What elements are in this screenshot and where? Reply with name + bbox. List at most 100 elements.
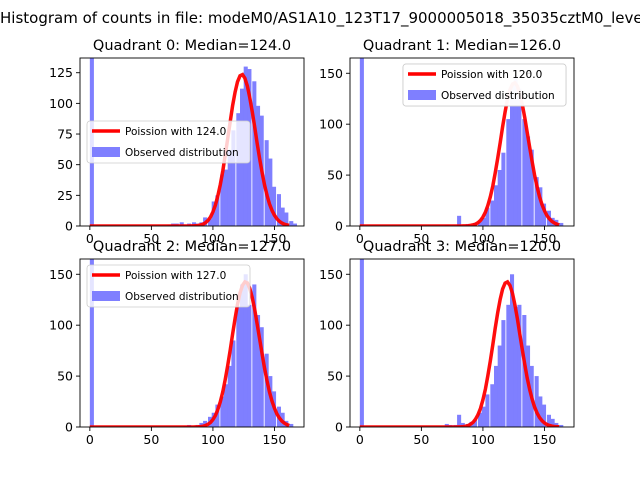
quadrant-3-xtick-label: 100 bbox=[471, 432, 495, 447]
quadrant-3-bar bbox=[473, 419, 478, 427]
quadrant-0-bar bbox=[236, 113, 241, 226]
quadrant-3-ytick-label: 50 bbox=[327, 369, 343, 384]
quadrant-3-ytick-label: 0 bbox=[335, 420, 343, 435]
quadrant-0-xtick-label: 50 bbox=[143, 231, 159, 246]
quadrant-1-bar bbox=[497, 170, 502, 226]
quadrant-3-bar bbox=[550, 418, 555, 427]
quadrant-0-bar bbox=[215, 195, 220, 226]
quadrant-0-bar bbox=[264, 140, 269, 226]
quadrant-3-bar bbox=[559, 424, 564, 427]
quadrant-3-bar bbox=[534, 376, 539, 427]
quadrant-2-bar bbox=[227, 365, 232, 427]
quadrant-2-bar bbox=[220, 396, 225, 427]
quadrant-2-xtick-label: 150 bbox=[263, 432, 287, 447]
quadrant-1-xtick-label: 0 bbox=[356, 231, 364, 246]
quadrant-1-xtick-label: 50 bbox=[413, 231, 429, 246]
quadrant-3-bar bbox=[517, 304, 522, 427]
quadrant-1-bar bbox=[359, 58, 364, 226]
quadrant-1-bar bbox=[478, 221, 483, 226]
quadrant-3-bar bbox=[359, 259, 364, 427]
quadrant-1-poisson-fit-line bbox=[359, 80, 560, 226]
quadrant-3-bar bbox=[497, 345, 502, 427]
quadrant-0-legend-hist-label: Observed distribution bbox=[125, 147, 239, 159]
quadrant-3-panel: Quadrant 3: Median=120.00 50 100 1500501001… bbox=[319, 63, 575, 447]
quadrant-0-legend-fit-label: Poission with 124.0 bbox=[125, 126, 226, 138]
quadrant-3-bar bbox=[538, 396, 543, 427]
quadrant-0-bar bbox=[252, 81, 257, 226]
quadrant-1-ytick-label: 0 bbox=[335, 219, 343, 234]
quadrant-1-bar bbox=[534, 177, 539, 226]
quadrant-1-bar bbox=[526, 136, 531, 226]
quadrant-1-bar bbox=[485, 207, 490, 226]
quadrant-0-bar bbox=[284, 212, 289, 226]
quadrant-0-title: Quadrant 0: Median=124.0 bbox=[93, 38, 291, 54]
quadrant-2-title: Quadrant 2: Median=127.0 bbox=[93, 239, 291, 255]
quadrant-3-legend-fit-label: Poission with 120.0 bbox=[441, 69, 542, 81]
quadrant-1-bar bbox=[457, 215, 462, 226]
quadrant-2-bar bbox=[289, 423, 294, 427]
quadrant-1-title: Quadrant 1: Median=126.0 bbox=[363, 38, 561, 54]
quadrant-0-ytick-label: 125 bbox=[49, 65, 73, 80]
quadrant-0-xtick-label: 100 bbox=[201, 231, 225, 246]
quadrant-2-legend-hist-label: Observed distribution bbox=[125, 291, 239, 303]
quadrant-1-bar bbox=[494, 185, 499, 226]
quadrant-3-title: Quadrant 3: Median=120.0 bbox=[363, 239, 561, 255]
quadrant-0-ytick-label: 0 bbox=[65, 219, 73, 234]
quadrant-1-bar bbox=[490, 200, 495, 226]
quadrant-2-bar bbox=[247, 304, 252, 427]
quadrant-3-ytick-label: 150 bbox=[319, 267, 343, 282]
quadrant-1-xtick-label: 150 bbox=[533, 231, 557, 246]
quadrant-3-bar bbox=[494, 365, 499, 427]
quadrant-2-ytick-label: 50 bbox=[57, 369, 73, 384]
quadrant-3-legend-hist-label: Observed distribution bbox=[441, 90, 555, 102]
quadrant-1-bar bbox=[542, 203, 547, 226]
quadrant-2-bar bbox=[240, 284, 245, 427]
quadrant-3-bar bbox=[481, 406, 486, 427]
quadrant-2-bar bbox=[256, 315, 261, 427]
quadrant-0-axes-frame bbox=[79, 57, 305, 227]
quadrant-3-bar bbox=[513, 306, 518, 427]
quadrant-0-panel: Quadrant 0: Median=124.0 0 50 100 150 0 25 50 75… bbox=[49, 38, 305, 246]
quadrant-0-bar bbox=[227, 149, 232, 226]
quadrant-2-ytick-label: 0 bbox=[65, 420, 73, 435]
quadrant-3-xtick-label: 150 bbox=[533, 432, 557, 447]
quadrant-1-bar bbox=[522, 119, 527, 226]
quadrant-0-bar bbox=[272, 186, 277, 226]
quadrant-2-bar bbox=[236, 306, 241, 427]
quadrant-2-legend-hist-swatch bbox=[92, 291, 120, 301]
quadrant-2-bar bbox=[259, 327, 264, 427]
quadrant-2-bar bbox=[89, 259, 94, 427]
quadrant-2-poisson-fit-line bbox=[89, 279, 290, 427]
quadrant-0-bar bbox=[231, 130, 236, 226]
quadrant-0-bar bbox=[292, 223, 297, 226]
quadrant-3-bar bbox=[546, 414, 551, 427]
quadrant-3-legend-box bbox=[402, 63, 567, 107]
quadrant-2-xtick-label: 50 bbox=[143, 432, 159, 447]
quadrant-1-bar bbox=[559, 222, 564, 226]
quadrant-2-legend-fit-label: Poission with 127.0 bbox=[125, 270, 226, 282]
quadrant-2-panel: Quadrant 2: Median=127.0 0 50 100 150 0 50 100 1… bbox=[49, 239, 305, 447]
quadrant-0-legend: Poission with 124.0 Observed distribution bbox=[86, 120, 251, 164]
quadrant-1-xtick-label: 100 bbox=[471, 231, 495, 246]
quadrant-1-bar bbox=[481, 217, 486, 226]
quadrant-2-ytick-label: 150 bbox=[49, 267, 73, 282]
quadrant-0-ytick-label: 75 bbox=[57, 127, 73, 142]
quadrant-0-ytick-label: 50 bbox=[57, 157, 73, 172]
quadrant-2-xtick-label: 100 bbox=[201, 432, 225, 447]
quadrant-1-bar bbox=[517, 88, 522, 226]
quadrant-1-bar bbox=[510, 85, 515, 226]
quadrant-0-xtick-label: 0 bbox=[86, 231, 94, 246]
quadrant-1-ytick-label: 150 bbox=[319, 66, 343, 81]
quadrant-1-bar bbox=[529, 149, 534, 226]
quadrant-3-bar bbox=[510, 274, 515, 427]
quadrant-3-bar bbox=[485, 394, 490, 427]
quadrant-0-bar bbox=[276, 194, 281, 226]
quadrant-0-bar bbox=[280, 207, 285, 226]
figure-suptitle: Histogram of counts in file: modeM0/AS1A… bbox=[0, 6, 640, 30]
quadrant-3-bar bbox=[457, 414, 462, 427]
quadrant-3-bar bbox=[478, 412, 483, 427]
quadrant-1-ytick-label: 100 bbox=[319, 117, 343, 132]
quadrant-3-legend-hist-swatch bbox=[408, 90, 436, 100]
quadrant-3-xtick-label: 0 bbox=[356, 432, 364, 447]
